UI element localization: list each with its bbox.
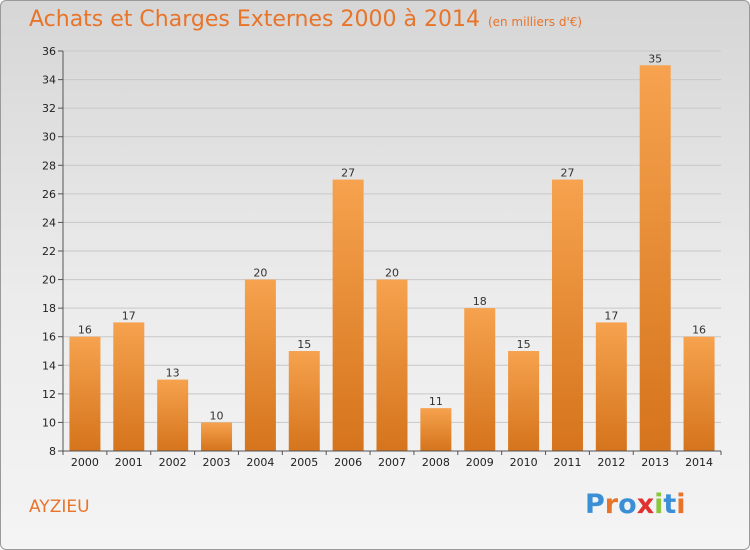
bar-2012 (595, 322, 627, 451)
x-tick-label: 2012 (597, 456, 625, 469)
bar-value-label: 18 (473, 295, 487, 308)
bar-value-label: 27 (341, 167, 355, 180)
bar-value-label: 15 (517, 338, 531, 351)
bar-2007 (376, 279, 408, 451)
bar-2006 (332, 179, 364, 452)
bar-2004 (244, 279, 276, 451)
x-tick-label: 2003 (203, 456, 231, 469)
bar-value-label: 20 (385, 267, 399, 280)
bar-value-label: 17 (122, 309, 136, 322)
bar-value-label: 20 (253, 267, 267, 280)
bar-2011 (551, 179, 583, 452)
logo-letter: P (585, 489, 605, 520)
x-tick-label: 2005 (290, 456, 318, 469)
x-tick-label: 2008 (422, 456, 450, 469)
logo-letter: r (604, 489, 619, 520)
y-tick-label: 28 (42, 159, 56, 172)
x-tick-label: 2014 (685, 456, 713, 469)
x-tick-label: 2007 (378, 456, 406, 469)
chart-subtitle: (en milliers d'€) (487, 15, 583, 29)
bar-value-label: 16 (78, 324, 92, 337)
x-tick-label: 2010 (510, 456, 538, 469)
logo-letter: x (636, 489, 655, 520)
bar-2010 (508, 351, 540, 451)
x-tick-label: 2011 (553, 456, 581, 469)
x-tick-label: 2001 (115, 456, 143, 469)
bar-2002 (157, 379, 189, 451)
bar-value-label: 16 (692, 324, 706, 337)
bar-value-label: 10 (210, 409, 224, 422)
x-tick-label: 2004 (246, 456, 274, 469)
y-tick-label: 22 (42, 245, 56, 258)
logo-letter: o (618, 489, 637, 520)
y-tick-label: 20 (42, 274, 56, 287)
y-tick-label: 30 (42, 131, 56, 144)
bar-2000 (69, 336, 101, 451)
bar-2005 (288, 351, 320, 451)
bar-value-label: 17 (604, 309, 618, 322)
bar-value-label: 11 (429, 395, 443, 408)
logo-letter: t (663, 489, 677, 520)
y-tick-label: 16 (42, 331, 56, 344)
x-tick-label: 2013 (641, 456, 669, 469)
y-tick-label: 12 (42, 388, 56, 401)
y-tick-label: 14 (42, 359, 56, 372)
y-tick-label: 18 (42, 302, 56, 315)
y-tick-label: 24 (42, 216, 56, 229)
x-tick-label: 2009 (466, 456, 494, 469)
bar-value-label: 13 (166, 367, 180, 380)
x-tick-label: 2000 (71, 456, 99, 469)
bar-value-label: 35 (648, 52, 662, 65)
x-tick-label: 2006 (334, 456, 362, 469)
proxiti-logo[interactable]: Proxiti (585, 489, 686, 520)
bar-value-label: 27 (560, 167, 574, 180)
bar-2009 (464, 308, 496, 451)
bar-2001 (113, 322, 145, 451)
place-name: AYZIEU (29, 497, 90, 517)
logo-letter: i (676, 489, 686, 520)
bar-2014 (683, 336, 715, 451)
logo-letter: i (654, 489, 664, 520)
bar-2013 (639, 65, 671, 452)
y-tick-label: 26 (42, 188, 56, 201)
y-tick-label: 36 (42, 45, 56, 58)
y-tick-label: 32 (42, 102, 56, 115)
bar-value-label: 15 (297, 338, 311, 351)
chart-title: Achats et Charges Externes 2000 à 2014 (e… (29, 7, 583, 32)
bar-2003 (201, 422, 233, 451)
y-tick-label: 34 (42, 74, 56, 87)
y-tick-label: 8 (49, 445, 56, 458)
y-tick-label: 10 (42, 416, 56, 429)
bar-2008 (420, 408, 452, 451)
x-tick-label: 2002 (159, 456, 187, 469)
